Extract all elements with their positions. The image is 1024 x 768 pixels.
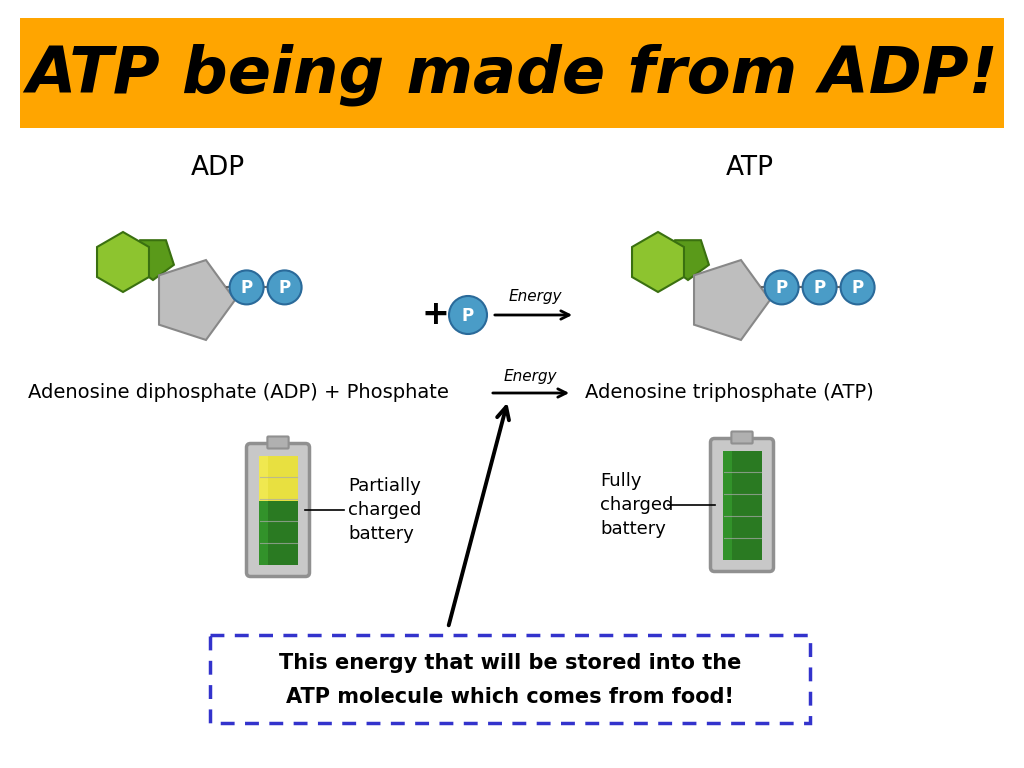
Circle shape xyxy=(229,270,263,304)
Polygon shape xyxy=(667,240,709,280)
Bar xyxy=(258,502,298,564)
Text: P: P xyxy=(279,280,291,297)
Bar xyxy=(723,451,732,560)
Text: Energy: Energy xyxy=(503,369,557,385)
Text: Partially
charged
battery: Partially charged battery xyxy=(348,478,421,543)
FancyBboxPatch shape xyxy=(247,443,309,577)
Polygon shape xyxy=(694,260,770,340)
Polygon shape xyxy=(632,232,684,292)
Polygon shape xyxy=(159,260,234,340)
Bar xyxy=(723,451,762,560)
Bar xyxy=(210,635,810,723)
Text: ATP molecule which comes from food!: ATP molecule which comes from food! xyxy=(286,687,734,707)
Text: Adenosine triphosphate (ATP): Adenosine triphosphate (ATP) xyxy=(585,383,873,402)
FancyBboxPatch shape xyxy=(267,436,289,449)
FancyBboxPatch shape xyxy=(711,439,773,571)
Circle shape xyxy=(765,270,799,304)
Bar xyxy=(20,18,1004,128)
Circle shape xyxy=(841,270,874,304)
Text: ATP: ATP xyxy=(726,155,774,181)
Polygon shape xyxy=(97,232,148,292)
FancyBboxPatch shape xyxy=(731,432,753,443)
Text: Fully
charged
battery: Fully charged battery xyxy=(600,472,674,538)
Bar xyxy=(258,502,268,564)
Text: ATP being made from ADP!: ATP being made from ADP! xyxy=(27,44,997,106)
Circle shape xyxy=(267,270,302,304)
Text: P: P xyxy=(813,280,825,297)
Text: Adenosine diphosphate (ADP) + Phosphate: Adenosine diphosphate (ADP) + Phosphate xyxy=(28,383,449,402)
Text: P: P xyxy=(241,280,253,297)
Circle shape xyxy=(449,296,487,334)
Text: P: P xyxy=(775,280,787,297)
Polygon shape xyxy=(132,240,174,280)
Text: P: P xyxy=(852,280,863,297)
Text: ADP: ADP xyxy=(190,155,245,181)
Text: This energy that will be stored into the: This energy that will be stored into the xyxy=(279,653,741,673)
Text: Energy: Energy xyxy=(508,289,562,303)
Text: P: P xyxy=(462,307,474,325)
Circle shape xyxy=(803,270,837,304)
Bar xyxy=(258,455,298,502)
Text: +: + xyxy=(421,299,449,332)
Bar xyxy=(258,455,268,502)
